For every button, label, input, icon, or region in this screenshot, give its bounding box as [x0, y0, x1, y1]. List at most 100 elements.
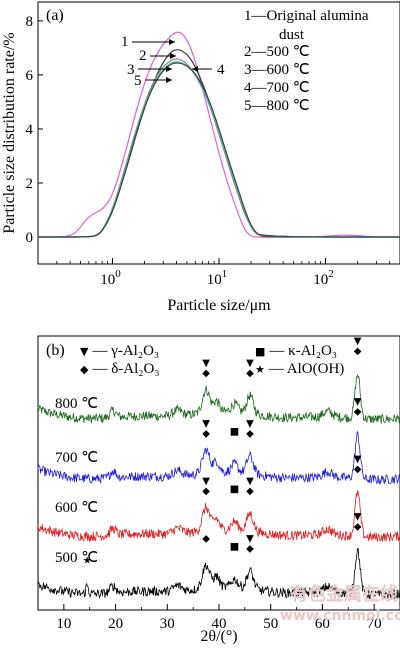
curve-callout-arrowhead: [169, 39, 175, 45]
phase-marker: ◆: [354, 407, 362, 418]
panel-a-y-axis-title: Particle size distribution rate/%: [1, 32, 18, 233]
xrd-series-label: 800 ℃: [55, 396, 98, 412]
xrd-legend-symbol: ◆: [80, 363, 89, 376]
xrd-legend-text: — δ-Al₂O₃: [91, 361, 159, 377]
legend-entry: 3—600 ℃: [244, 62, 310, 78]
phase-marker: ◆: [202, 486, 210, 497]
x-tick-exponent: 2: [328, 268, 334, 280]
curve-callout-arrowhead: [192, 66, 198, 72]
xrd-pattern-600: [37, 490, 400, 543]
phase-marker: ◆: [354, 346, 362, 357]
y-tick-label: 4: [26, 122, 34, 138]
panel-b-curves: [37, 374, 400, 600]
phase-marker: ▼: [246, 358, 254, 369]
watermark: 有色金属在线 www.cnnmol.com: [280, 583, 400, 624]
legend-entry: 4—700 ℃: [244, 80, 310, 96]
x-tick-label: 30: [160, 616, 175, 632]
y-tick-label: 6: [26, 68, 34, 84]
phase-marker: ■: [230, 427, 239, 438]
x-tick-exponent: 0: [115, 268, 121, 280]
phase-marker: ◆: [202, 534, 210, 545]
watermark-text: 有色金属在线: [290, 583, 398, 605]
legend-entry: 2—500 ℃: [244, 44, 310, 60]
x-tick-label: 20: [108, 616, 123, 632]
legend-continuation: dust: [279, 27, 305, 43]
curve-callout-arrowhead: [166, 77, 172, 83]
xrd-legend-symbol: ▼: [80, 345, 89, 358]
panel-a-label: (a): [46, 7, 64, 24]
phase-marker: ★: [83, 555, 92, 566]
curve-callout-arrowhead: [170, 53, 176, 59]
xrd-pattern-500: [37, 547, 400, 600]
panel-b-phase-markers: ▼◆▼◆▼◆▼◆ ■▼◆▼◆▼◆ ■▼◆▼◆★◆■▼◆▼◆: [83, 336, 362, 566]
panel-b-x-ticks: 10 20 30 40 50 60 70: [37, 604, 400, 632]
curve-callout-label: 5: [134, 73, 142, 89]
phase-marker: ◆: [246, 486, 254, 497]
panel-a-curves: [38, 31, 400, 238]
phase-marker: ▼: [246, 418, 254, 429]
xrd-legend-entry: ▼ — γ-Al₂O₃: [80, 343, 159, 359]
curve-callout-arrowhead: [166, 66, 172, 72]
panel-a-y-ticks: 0 2 4 6 8: [26, 14, 43, 246]
y-tick-label: 2: [26, 176, 34, 192]
phase-marker: ▼: [202, 418, 210, 429]
xrd-legend-text: — κ-Al₂O₃: [268, 343, 337, 359]
xrd-legend-text: — AlO(OH): [268, 361, 344, 377]
phase-marker: ■: [230, 542, 239, 553]
phase-marker: ◆: [246, 368, 254, 379]
phase-marker: ▼: [354, 336, 362, 347]
legend-entry: 1—Original alumina: [244, 8, 369, 24]
panel-b-label: (b): [46, 342, 65, 359]
x-tick-exponent: 1: [222, 268, 228, 280]
phase-marker: ◆: [354, 464, 362, 475]
xrd-series-label: 600 ℃: [55, 500, 98, 516]
phase-marker: ▼: [202, 358, 210, 369]
psd-curve-5: [38, 62, 400, 238]
panel-b-frame: [37, 335, 400, 611]
xrd-legend-text: — γ-Al₂O₃: [91, 343, 159, 359]
phase-marker: ◆: [202, 428, 210, 439]
x-tick-label: 10: [56, 616, 71, 632]
panel-b-series-labels: 800 ℃ 700 ℃ 600 ℃ 500 ℃: [55, 396, 98, 566]
legend-entry: 5—800 ℃: [244, 98, 310, 114]
xrd-legend-symbol: ■: [255, 345, 265, 358]
panel-b-x-axis-title: 2θ/(°): [200, 628, 237, 645]
x-tick-label: 60: [315, 616, 330, 632]
phase-marker: ▼: [246, 476, 254, 487]
y-tick-label: 0: [26, 230, 34, 246]
xrd-series-label: 500 ℃: [55, 550, 98, 566]
phase-marker: ◆: [354, 522, 362, 533]
y-tick-label: 8: [26, 14, 34, 30]
x-tick-label: 101: [207, 268, 228, 288]
xrd-pattern-700: [37, 431, 400, 486]
x-tick-label: 70: [367, 616, 382, 632]
phase-marker: ▼: [354, 512, 362, 523]
psd-curve-4: [38, 61, 400, 238]
x-tick-label: 100: [100, 268, 121, 288]
phase-marker: ■: [230, 484, 239, 495]
phase-marker: ◆: [246, 544, 254, 555]
curve-callout-label: 2: [139, 48, 147, 64]
phase-marker: ◆: [202, 368, 210, 379]
curve-callout-label: 3: [127, 62, 135, 78]
phase-marker: ▼: [246, 534, 254, 545]
curve-callout-label: 1: [121, 34, 129, 50]
panel-b-legend: ▼ — γ-Al₂O₃ ■ — κ-Al₂O₃◆ — δ-Al₂O₃ ★ — AlO(OH): [80, 343, 344, 377]
phase-marker: ▼: [354, 454, 362, 465]
xrd-legend-symbol: ★: [255, 363, 265, 376]
phase-marker: ▼: [354, 397, 362, 408]
xrd-legend-entry: ■ — κ-Al₂O₃: [255, 343, 337, 359]
legend-entry: dust: [279, 27, 305, 43]
xrd-pattern-800: [37, 374, 400, 424]
x-tick-label: 50: [263, 616, 278, 632]
panel-a-x-axis-title: Particle size/μm: [167, 297, 271, 314]
curve-callout-label: 4: [217, 62, 225, 78]
panel-b-xrd-chart: 10 20 30 40 50 60 70 ▼◆▼◆▼◆▼◆ ■▼◆▼◆▼◆ ■▼◆▼◆★◆■▼◆…: [37, 335, 400, 645]
watermark-url: www.cnnmol.com: [280, 608, 400, 624]
panel-a-x-ticks: 100 101 1 0 2: [37, 258, 400, 288]
psd-curve-3: [38, 58, 400, 238]
xrd-legend-entry: ◆ — δ-Al₂O₃: [80, 361, 160, 377]
